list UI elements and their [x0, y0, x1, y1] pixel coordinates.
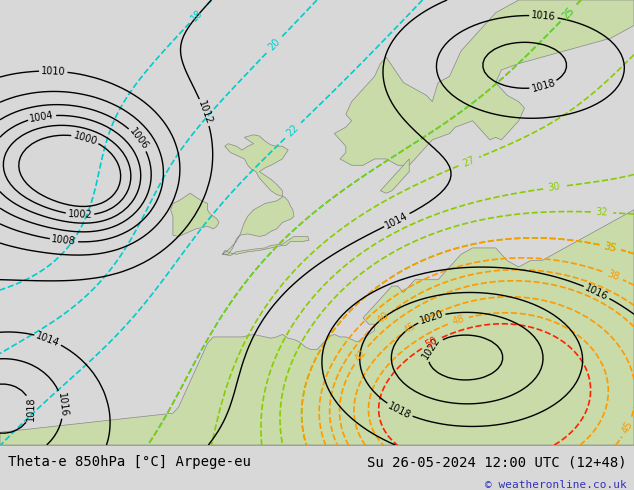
Text: 48: 48: [451, 314, 465, 327]
Text: 1018: 1018: [530, 78, 557, 94]
Text: 35: 35: [603, 241, 618, 253]
Text: 1016: 1016: [56, 392, 68, 417]
Text: 25: 25: [560, 5, 576, 22]
Text: 1018: 1018: [25, 397, 36, 421]
Text: Su 26-05-2024 12:00 UTC (12+48): Su 26-05-2024 12:00 UTC (12+48): [366, 455, 626, 469]
Text: 1016: 1016: [583, 282, 610, 302]
Text: 1002: 1002: [67, 209, 93, 220]
Text: 25: 25: [560, 5, 576, 22]
Text: 20: 20: [266, 37, 282, 53]
Text: 32: 32: [595, 207, 609, 218]
Text: 1014: 1014: [35, 330, 61, 348]
Text: 1010: 1010: [41, 66, 66, 77]
Text: 38: 38: [605, 269, 620, 282]
Text: 1012: 1012: [196, 99, 214, 125]
Text: 45: 45: [620, 419, 634, 435]
Text: 40: 40: [376, 310, 392, 325]
Text: © weatheronline.co.uk: © weatheronline.co.uk: [484, 480, 626, 490]
Text: 30: 30: [547, 182, 561, 193]
Text: 1008: 1008: [51, 235, 77, 247]
Text: 1014: 1014: [384, 210, 410, 230]
Text: Theta-e 850hPa [°C] Arpege-eu: Theta-e 850hPa [°C] Arpege-eu: [8, 455, 250, 469]
Text: 27: 27: [461, 154, 477, 169]
Text: 1020: 1020: [418, 309, 445, 326]
Text: 50: 50: [424, 336, 439, 350]
Text: 1016: 1016: [531, 10, 556, 22]
Text: 45: 45: [403, 320, 418, 336]
Text: 18: 18: [190, 7, 205, 23]
Text: 1000: 1000: [72, 130, 98, 147]
Text: 1004: 1004: [29, 110, 55, 124]
Text: 35: 35: [603, 241, 618, 253]
Text: 1022: 1022: [420, 335, 443, 362]
Text: 42: 42: [353, 347, 368, 363]
Text: 1018: 1018: [386, 400, 413, 420]
Text: 1006: 1006: [127, 126, 150, 152]
Text: 22: 22: [285, 122, 301, 139]
